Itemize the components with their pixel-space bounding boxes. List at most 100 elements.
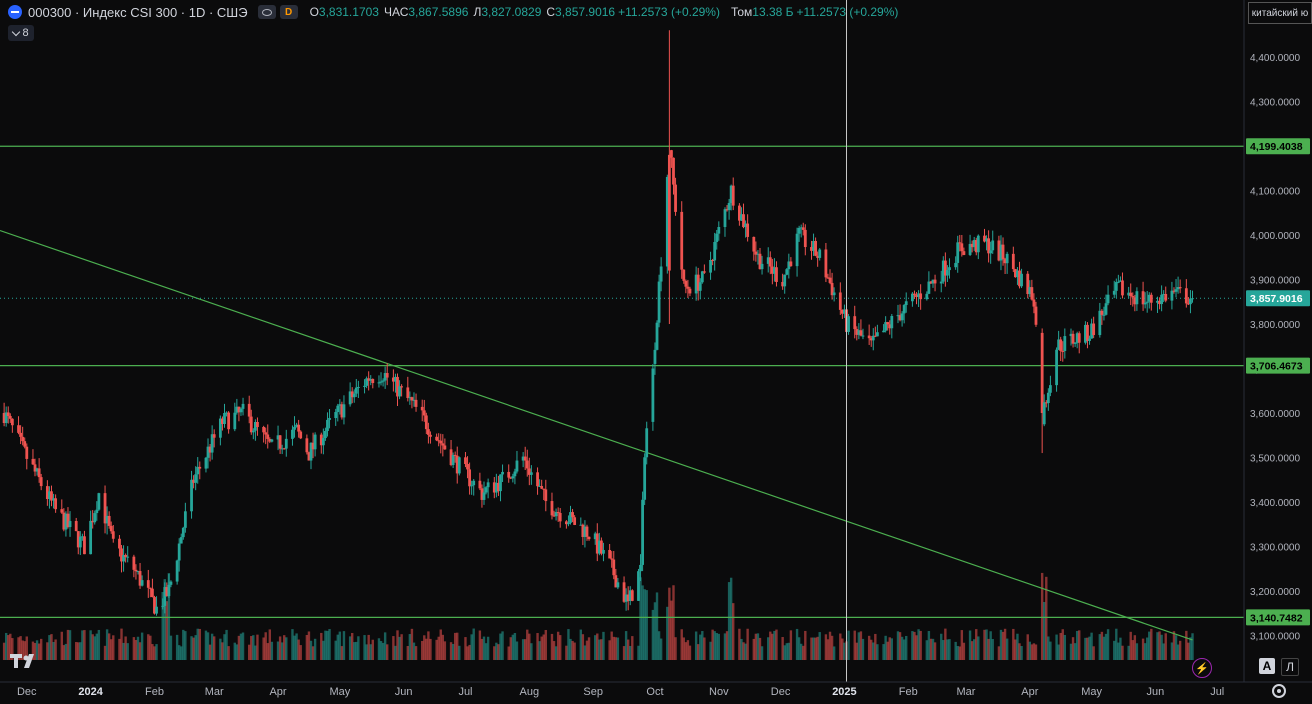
volume-bar (1045, 576, 1048, 660)
candle-body (1042, 402, 1046, 425)
candle-body (398, 386, 401, 397)
candle-body (1086, 324, 1089, 341)
candle-body (857, 330, 861, 335)
candle-body (799, 227, 803, 229)
volume-bar (206, 632, 210, 660)
flash-icon[interactable]: ⚡ (1192, 658, 1212, 678)
tradingview-logo-icon[interactable] (10, 652, 40, 670)
settings-gear-icon[interactable] (1272, 684, 1286, 698)
candle-body (280, 448, 284, 450)
candle-body (569, 512, 572, 523)
level-price-label: 3,706.4673 (1250, 361, 1303, 373)
log-scale-button[interactable]: Л (1281, 658, 1299, 676)
auto-scale-button[interactable]: A (1259, 658, 1275, 674)
volume-bar (824, 634, 828, 660)
volume-bar (77, 642, 80, 660)
session-badge[interactable]: D (279, 5, 298, 19)
candle-body (515, 460, 519, 472)
volume-bar (1084, 637, 1087, 660)
volume-bar (637, 645, 640, 660)
candle-body (651, 368, 655, 422)
candle-body (1106, 294, 1110, 304)
volume-bar (544, 629, 547, 660)
volume-bar (802, 645, 805, 660)
open-label: O (309, 5, 319, 19)
volume-bar (155, 644, 158, 660)
volume-bar (35, 640, 39, 660)
candle-body (282, 448, 286, 450)
symbol-title[interactable]: 000300 · Индекс CSI 300 · 1D · СШЭ (28, 4, 248, 20)
candle-body (4, 412, 8, 424)
volume-bar (340, 646, 344, 660)
volume-bar (497, 644, 500, 660)
candle-body (871, 335, 875, 341)
volume-bar (657, 631, 661, 660)
volume-bar (616, 637, 620, 660)
candle-body (900, 313, 904, 321)
candle-body (453, 454, 457, 456)
candle-body (1032, 299, 1036, 307)
candle-body (1114, 282, 1118, 291)
candle-body (1063, 336, 1067, 351)
volume-bar (855, 642, 858, 660)
volume-label: Том (730, 5, 753, 19)
candle-body (696, 274, 700, 291)
volume-bar (699, 634, 702, 660)
volume-bar (715, 632, 718, 660)
candle-body (801, 227, 805, 230)
candle-body (396, 376, 399, 397)
indicators-toggle-button[interactable]: 8 (8, 25, 34, 41)
volume-bar (1160, 634, 1163, 660)
time-tick-label: Apr (269, 686, 286, 698)
candle-body (939, 281, 943, 284)
volume-bar (1131, 640, 1134, 660)
candle-body (1112, 290, 1116, 295)
candle-body (527, 468, 531, 475)
candle-body (610, 558, 614, 560)
candle-body (657, 281, 661, 323)
candle-body (208, 446, 212, 453)
volume-bar (23, 641, 26, 660)
volume-bar (513, 632, 517, 660)
candle-body (1003, 259, 1007, 264)
candle-body (746, 223, 750, 237)
candle-body (1092, 323, 1096, 336)
volume-bar (771, 633, 774, 660)
volume-bar (608, 640, 611, 660)
volume-bar (991, 639, 994, 660)
candle-body (371, 378, 375, 384)
candle-body (256, 421, 259, 427)
eye-icon[interactable] (257, 5, 276, 19)
candle-body (126, 556, 130, 558)
volume-bar (767, 637, 770, 660)
candle-body (1143, 302, 1147, 305)
candle-body (783, 274, 787, 287)
volume-bar (406, 645, 410, 660)
volume-bar (832, 646, 836, 660)
volume-bar (1034, 644, 1038, 660)
candle-body (1135, 291, 1139, 305)
volume-bar (1049, 641, 1052, 660)
candle-body (328, 418, 331, 420)
volume-bar (814, 637, 817, 660)
candle-body (132, 556, 136, 570)
close-value: 3,857.9016 (555, 5, 616, 19)
volume-bar (933, 642, 937, 660)
candle-body (97, 493, 101, 510)
candle-body (1170, 290, 1174, 301)
volume-bar (120, 628, 123, 660)
volume-bar (21, 640, 24, 660)
price-tick-label: 3,600.0000 (1250, 409, 1300, 420)
currency-label[interactable]: китайский ю (1248, 2, 1312, 24)
volume-bar (744, 643, 747, 660)
candle-body (435, 436, 439, 441)
volume-bar (861, 638, 865, 660)
volume-bar (501, 631, 504, 660)
volume-bar (526, 629, 529, 660)
volume-bar (659, 638, 663, 660)
candle-body (641, 499, 644, 565)
volume-bar (177, 645, 181, 660)
candle-body (875, 332, 879, 337)
candle-body (725, 209, 729, 211)
